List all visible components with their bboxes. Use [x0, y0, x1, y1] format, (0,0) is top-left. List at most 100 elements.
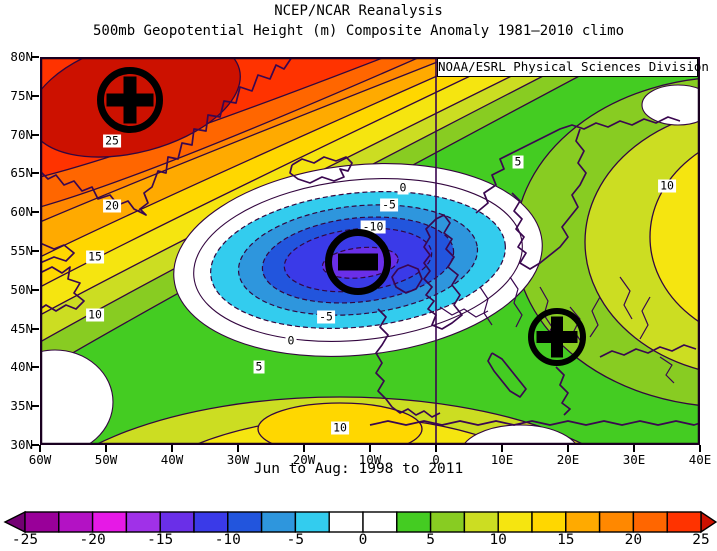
colorbar-cell: [260, 511, 297, 533]
contour-label: 10: [658, 178, 676, 193]
colorbar-tick-label: 15: [557, 532, 575, 548]
contour-label: 20: [103, 198, 121, 213]
colorbar-arrow: [3, 510, 26, 534]
lon-tick-label: 40W: [160, 452, 184, 467]
colorbar-arrow: [700, 510, 717, 534]
lat-tick-label: 60N: [10, 204, 33, 220]
lat-tick: [32, 444, 39, 446]
colorbar-cell: [159, 511, 195, 533]
colorbar-cell: [362, 511, 398, 533]
lon-tick-label: 30W: [226, 452, 250, 467]
lon-tick: [105, 445, 107, 452]
lon-tick-label: 10W: [358, 452, 382, 467]
lon-tick-label: 10E: [490, 452, 514, 467]
colorbar-cell: [463, 511, 499, 533]
lat-tick-label: 75N: [10, 87, 33, 103]
lat-tick: [32, 405, 39, 408]
lon-tick-label: 60W: [28, 452, 52, 467]
contour-label: 10: [331, 420, 349, 435]
contour-label: 5: [512, 154, 524, 169]
colorbar-cell: [666, 511, 702, 533]
south-positive-bands: [93, 396, 587, 445]
contour-label: -5: [317, 309, 335, 324]
anomaly-plus-marker: [528, 308, 586, 366]
lat-tick: [32, 288, 39, 291]
marker-bar: [338, 253, 378, 271]
contour-label: 15: [86, 249, 104, 264]
lon-tick-label: 20W: [292, 452, 316, 467]
near-zero-patches: [40, 84, 700, 445]
lon-tick: [39, 445, 41, 452]
colorbar-cell: [227, 511, 263, 533]
chart-subtitle-period: Jun to Aug: 1998 to 2011: [253, 461, 464, 477]
lon-tick: [303, 445, 305, 452]
colorbar-tick-label: 20: [624, 532, 643, 548]
lat-tick: [32, 56, 39, 58]
colorbar-cell: [58, 511, 94, 533]
colorbar-cell: [598, 511, 635, 533]
lon-tick: [699, 445, 701, 452]
colorbar-tick-label: 0: [358, 532, 368, 548]
contour-label: -5: [380, 197, 398, 212]
colorbar-tick-label: -10: [214, 532, 241, 548]
lat-tick-label: 70N: [10, 126, 33, 142]
colorbar-cell: [531, 511, 567, 533]
contour-label: 0: [397, 180, 409, 195]
lat-tick: [32, 133, 39, 136]
colorbar-cell: [193, 511, 229, 533]
coastline-paths: [40, 57, 700, 426]
provenance-box: NOAA/ESRL Physical Sciences Division: [437, 58, 709, 77]
lat-tick: [32, 250, 39, 252]
lon-tick: [369, 445, 371, 452]
colorbar-cell: [396, 511, 432, 533]
lat-tick: [32, 94, 39, 97]
colorbar-tick-label: -5: [286, 532, 305, 548]
colorbar: [3, 510, 717, 534]
contour-label: 0: [285, 333, 297, 348]
lon-tick: [435, 445, 437, 452]
lat-tick: [32, 172, 39, 175]
colorbar-cell: [91, 511, 128, 533]
lat-tick-label: 50N: [10, 281, 33, 297]
chart-title-line1: NCEP/NCAR Reanalysis: [274, 3, 443, 19]
lon-tick-label: 30E: [622, 452, 646, 467]
colorbar-cell: [24, 511, 60, 533]
colorbar-cell: [429, 511, 466, 533]
lon-tick: [171, 445, 173, 452]
colorbar-cell: [328, 511, 364, 533]
colorbar-tick-label: 5: [426, 532, 435, 548]
lat-tick-label: 45N: [10, 320, 33, 336]
anomaly-minus-marker: [325, 229, 391, 295]
lon-tick: [501, 445, 503, 452]
contour-label: 5: [253, 359, 265, 374]
lon-tick: [237, 445, 239, 452]
colorbar-cell: [565, 511, 601, 533]
lat-tick-label: 40N: [10, 359, 33, 375]
colorbar-cell: [294, 511, 330, 533]
lon-tick-label: 20E: [556, 452, 580, 467]
map-frame: [40, 57, 700, 445]
lat-tick-label: 55N: [10, 243, 33, 258]
colorbar-tick-label: 10: [489, 532, 507, 548]
marker-bar: [551, 316, 563, 358]
lat-tick: [32, 327, 39, 330]
lon-tick: [567, 445, 569, 452]
lon-tick-label: 0: [432, 452, 440, 467]
lat-tick-label: 35N: [10, 398, 33, 414]
colorbar-tick-label: -20: [79, 532, 106, 548]
colorbar-tick-label: 25: [692, 532, 710, 548]
colorbar-cell: [632, 511, 668, 533]
lon-tick: [633, 445, 635, 452]
lon-tick-label: 40E: [688, 452, 712, 467]
lat-tick-label: 80N: [10, 49, 33, 64]
lon-tick-label: 50W: [94, 452, 118, 467]
contour-label: 25: [103, 133, 121, 148]
chart-title-line2: 500mb Geopotential Height (m) Composite …: [92, 23, 624, 39]
lat-tick: [32, 211, 39, 214]
marker-bar: [123, 76, 137, 124]
colorbar-tick-label: -25: [11, 532, 39, 548]
anomaly-plus-marker: [97, 67, 163, 133]
lat-tick-label: 65N: [10, 165, 33, 181]
colorbar-tick-label: -15: [147, 532, 174, 548]
